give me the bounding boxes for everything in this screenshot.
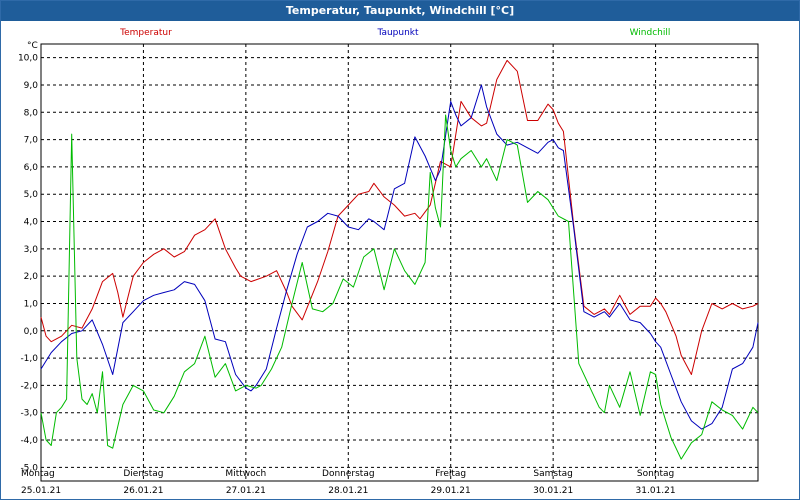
x-tick-day: Sonntag — [637, 469, 674, 479]
x-tick-date: 29.01.21 — [431, 486, 471, 496]
x-tick-date: 30.01.21 — [533, 486, 573, 496]
x-tick-day: Mittwoch — [225, 469, 266, 479]
x-tick-date: 31.01.21 — [636, 486, 676, 496]
chart-title: Temperatur, Taupunkt, Windchill [°C] — [1, 1, 799, 21]
plot-area — [40, 43, 759, 482]
chart-svg: 10,0 9,0 8,0 7,0 6,0 5,0 4,0 3,0 2,0 1,0 0,0 -1,0 -2… — [18, 28, 759, 496]
series-lines — [40, 59, 759, 460]
legend-temperatur: Temperatur — [119, 28, 172, 38]
x-tick-day: Samstag — [533, 469, 572, 479]
y-tick-label: -3,0 — [20, 409, 38, 419]
y-tick-label: 9,0 — [24, 81, 39, 91]
series-line-taupunkt — [40, 84, 759, 430]
y-tick-label: 4,0 — [24, 218, 39, 228]
y-axis-ticks: 10,0 9,0 8,0 7,0 6,0 5,0 4,0 3,0 2,0 1,0 0,0 -1,0 -2… — [18, 54, 38, 474]
x-tick-date: 28.01.21 — [328, 486, 368, 496]
legend-taupunkt: Taupunkt — [376, 28, 419, 38]
x-tick-date: 25.01.21 — [21, 486, 61, 496]
x-tick-date: 27.01.21 — [226, 486, 266, 496]
series-line-temperatur — [40, 59, 759, 375]
x-tick-day: Dienstag — [123, 469, 163, 479]
x-tick-day: Freitag — [435, 469, 466, 479]
y-tick-label: 6,0 — [24, 163, 39, 173]
y-tick-label: 2,0 — [24, 272, 39, 282]
y-tick-label: -1,0 — [20, 354, 38, 364]
y-tick-label: 10,0 — [18, 54, 38, 64]
y-tick-label: 8,0 — [24, 108, 39, 118]
y-tick-label: 3,0 — [24, 245, 39, 255]
y-tick-label: 5,0 — [24, 190, 39, 200]
y-axis-unit: °C — [27, 41, 38, 51]
y-tick-label: 0,0 — [24, 327, 39, 337]
y-tick-label: -4,0 — [20, 436, 38, 446]
legend-windchill: Windchill — [630, 28, 671, 38]
x-tick-day: Donnerstag — [322, 469, 375, 479]
y-tick-label: -2,0 — [20, 381, 38, 391]
y-tick-label: 7,0 — [24, 136, 39, 146]
series-line-windchill — [40, 114, 759, 460]
x-axis-ticks: Montag 25.01.21 Dienstag 26.01.21 Mittwoch 27… — [21, 469, 676, 496]
legend: Temperatur Taupunkt Windchill — [119, 28, 670, 38]
y-tick-label: 1,0 — [24, 299, 39, 309]
x-tick-day: Montag — [21, 469, 55, 479]
x-tick-date: 26.01.21 — [123, 486, 163, 496]
y-tick-label: -5,0 — [20, 463, 38, 473]
